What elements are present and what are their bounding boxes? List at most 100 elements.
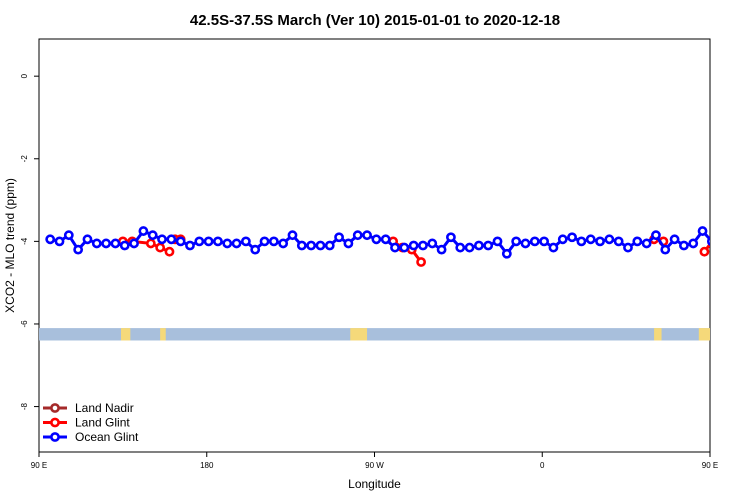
data-point [157, 234, 167, 245]
data-point [697, 226, 708, 236]
data-point [164, 246, 175, 257]
y-tick-label: -4 [20, 237, 29, 245]
ocean-band [39, 328, 710, 341]
land-band-segment [160, 328, 166, 341]
data-point [231, 238, 242, 249]
land-band-segment [698, 328, 710, 341]
data-point [473, 240, 484, 251]
data-point [240, 236, 251, 247]
data-point [315, 240, 326, 251]
land-band-segment [654, 328, 662, 341]
data-point [390, 242, 400, 253]
legend-swatch-marker [50, 417, 60, 428]
plot-frame [38, 38, 711, 453]
x-tick-label: 90 E [702, 461, 718, 470]
data-point [203, 236, 214, 247]
data-point [259, 236, 270, 247]
data-point [567, 232, 577, 243]
data-point [595, 236, 605, 247]
data-point [613, 236, 624, 247]
data-point [557, 234, 568, 245]
data-point [82, 234, 93, 245]
data-point [185, 240, 195, 251]
data-point [380, 234, 391, 245]
data-point [604, 234, 615, 245]
data-point [641, 238, 652, 249]
data-point [119, 240, 130, 251]
y-tick-label: -6 [20, 320, 29, 328]
data-point [45, 234, 56, 245]
legend-swatch-marker [50, 432, 60, 442]
data-point [343, 238, 354, 249]
y-axis-label: XCO2 - MLO trend (ppm) [3, 178, 17, 313]
data-point [446, 232, 456, 243]
data-point [699, 246, 710, 257]
data-point [362, 230, 372, 241]
y-axis: 0 -2 -4 -6 -8 [20, 73, 39, 410]
data-point [501, 248, 512, 259]
data-point [427, 238, 438, 249]
data-point [529, 236, 540, 247]
data-point [436, 244, 447, 255]
data-point [213, 236, 223, 247]
data-point [222, 238, 233, 249]
data-point [688, 238, 699, 249]
series-ocean-glint [45, 226, 710, 259]
data-point [334, 232, 344, 243]
data-point [679, 240, 689, 251]
data-point [660, 244, 671, 255]
data-point [278, 238, 289, 249]
y-tick-label: -2 [20, 155, 29, 163]
land-band-segment [121, 328, 131, 341]
data-point [706, 236, 710, 246]
data-point [669, 234, 680, 245]
series-layer [45, 226, 710, 267]
data-point [371, 234, 382, 245]
data-point [155, 242, 166, 253]
data-point [455, 242, 466, 253]
data-point [632, 236, 643, 247]
data-point [250, 244, 261, 255]
data-point [296, 240, 307, 251]
x-tick-label: 180 [200, 461, 214, 470]
data-point [145, 238, 156, 249]
data-point [483, 240, 494, 251]
data-point [539, 236, 550, 247]
land-ocean-band [39, 328, 710, 341]
data-point [54, 236, 65, 247]
data-point [101, 238, 111, 249]
legend-label: Land Glint [75, 416, 130, 430]
data-point [63, 230, 74, 241]
data-point [408, 240, 419, 251]
data-point [492, 236, 503, 247]
data-point [175, 236, 186, 247]
y-tick-label: 0 [20, 73, 29, 78]
data-point [352, 230, 363, 241]
data-point [306, 240, 317, 251]
data-point [651, 230, 661, 241]
data-point [147, 230, 158, 241]
chart-title: 42.5S-37.5S March (Ver 10) 2015-01-01 to… [190, 12, 560, 29]
x-axis: 90 E 180 90 W 0 90 E [31, 452, 718, 470]
land-band-segment [350, 328, 368, 341]
data-point [91, 238, 102, 249]
data-point [73, 244, 84, 255]
data-point [324, 240, 335, 251]
data-point [416, 257, 426, 267]
x-tick-label: 0 [540, 461, 545, 470]
data-point [464, 242, 475, 253]
data-point [129, 238, 139, 249]
data-point [399, 242, 410, 253]
x-axis-label: Longitude [348, 477, 401, 491]
x-tick-label: 90 E [31, 461, 47, 470]
legend-label: Ocean Glint [75, 430, 139, 444]
data-point [708, 236, 710, 243]
data-point [520, 238, 531, 249]
data-point [138, 226, 149, 236]
data-point [418, 240, 428, 251]
data-point [623, 242, 633, 253]
y-tick-label: -8 [20, 402, 29, 410]
x-tick-label: 90 W [365, 461, 384, 470]
